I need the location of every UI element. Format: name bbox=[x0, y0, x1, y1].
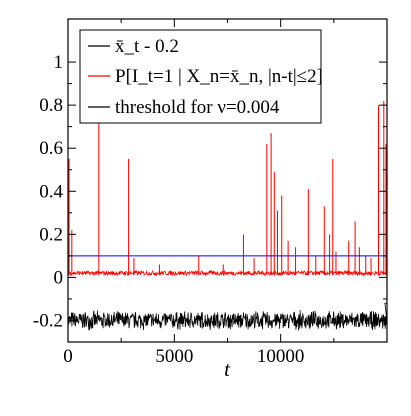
legend-entry-series-2: P[I_t=1 | X_n=x̄_n, |n-t|≤2] bbox=[115, 66, 323, 87]
y-tick-label: 0.6 bbox=[39, 138, 63, 159]
x-tick-labels: 0 5000 10000 bbox=[63, 346, 304, 367]
plot-area bbox=[67, 100, 388, 331]
legend-box bbox=[79, 29, 322, 124]
x-tick-label: 5000 bbox=[155, 346, 193, 367]
axis-ticks bbox=[67, 19, 387, 342]
series-line-probability bbox=[67, 269, 388, 277]
y-tick-labels: -0.2 0 0.2 0.4 0.6 0.8 1 bbox=[33, 52, 64, 331]
legend-entry-series-1: x̄_t - 0.2 bbox=[115, 36, 179, 57]
y-tick-label: 0.4 bbox=[39, 181, 63, 202]
legend: x̄_t - 0.2 P[I_t=1 | X_n=x̄_n, |n-t|≤2] … bbox=[79, 29, 323, 124]
x-tick-label: 0 bbox=[63, 346, 73, 367]
legend-entry-series-3: threshold for ν=0.004 bbox=[115, 97, 280, 118]
y-tick-label: -0.2 bbox=[33, 310, 63, 331]
x-tick-label: 10000 bbox=[257, 346, 305, 367]
x-axis-label: t bbox=[224, 357, 231, 381]
y-tick-label: 0 bbox=[54, 267, 64, 288]
y-tick-label: 0.8 bbox=[39, 95, 63, 116]
y-tick-label: 1 bbox=[54, 52, 64, 73]
series-line-x-bar bbox=[67, 302, 388, 331]
y-tick-label: 0.2 bbox=[39, 224, 63, 245]
